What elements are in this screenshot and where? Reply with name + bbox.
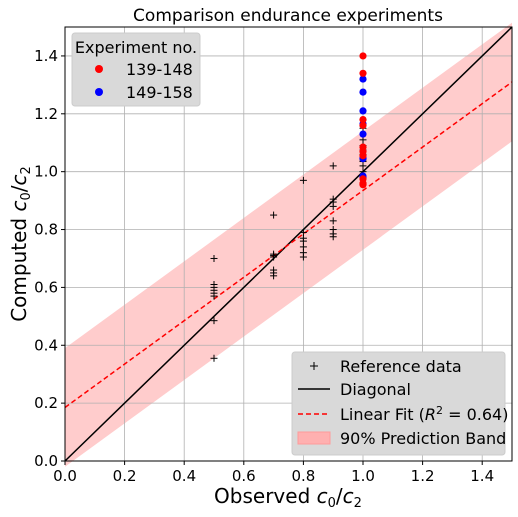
experiment-point-149-158 <box>359 130 367 138</box>
reference-point <box>329 202 337 210</box>
y-tick-label: 1.2 <box>34 105 58 123</box>
x-tick-label: 0.0 <box>53 467 77 485</box>
legend-marker-band <box>297 431 331 445</box>
linear-fit-line <box>64 81 513 409</box>
reference-point <box>329 217 337 225</box>
reference-point <box>270 211 278 219</box>
experiment-point-139-148 <box>359 69 367 77</box>
x-axis-label: Observed c0/c2 <box>214 484 362 511</box>
y-tick-label: 0.4 <box>34 336 58 354</box>
legend-label-139-148: 139-148 <box>126 60 193 79</box>
reference-point <box>299 176 307 184</box>
y-tick-label: 0.2 <box>34 394 58 412</box>
reference-point <box>210 317 218 325</box>
tick-layer: 0.0 0.2 0.4 0.6 0.8 1.0 1.2 1.4 0.0 0.2 0.4 0.6 0.8 1… <box>34 47 494 485</box>
experiment-point-139-148 <box>359 121 367 129</box>
legend-marker-149-158 <box>95 88 103 96</box>
experiment-legend: Experiment no. 139-148 149-158 <box>71 32 201 107</box>
experiment-point-139-148 <box>359 52 367 60</box>
experiment-point-139-148 <box>359 115 367 124</box>
y-tick-label: 0.8 <box>34 221 58 239</box>
legend-marker-139-148 <box>95 65 103 73</box>
x-tick-label: 1.4 <box>470 467 494 485</box>
y-tick-label: 0.6 <box>34 278 58 296</box>
legend-label-band: 90% Prediction Band <box>340 429 506 448</box>
x-tick-label: 1.0 <box>351 467 375 485</box>
experiment-point-139-148 <box>359 181 367 189</box>
y-tick-label: 0.0 <box>34 452 58 470</box>
legend-label-reference: Reference data <box>340 357 462 376</box>
legend-label-diagonal: Diagonal <box>340 380 411 399</box>
chart-title: Comparison endurance experiments <box>133 6 443 26</box>
point-layer <box>210 52 367 362</box>
legend-marker-reference <box>310 362 318 370</box>
plot-frame <box>64 26 513 462</box>
y-axis-label: Computed c0/c2 <box>7 166 34 322</box>
series-legend-box <box>291 351 506 456</box>
x-tick-label: 0.8 <box>291 467 315 485</box>
reference-point <box>329 162 337 170</box>
reference-point <box>299 253 307 261</box>
x-tick-label: 0.6 <box>232 467 256 485</box>
legend-label-149-158: 149-158 <box>126 83 193 102</box>
plot-area <box>64 22 513 467</box>
experiment-point-149-158 <box>359 88 367 96</box>
x-tick-label: 1.2 <box>411 467 435 485</box>
x-tick-label: 0.4 <box>172 467 196 485</box>
experiment-point-149-158 <box>359 107 367 115</box>
reference-point <box>210 292 218 300</box>
y-tick-label: 1.0 <box>34 163 58 181</box>
x-tick-label: 0.2 <box>113 467 137 485</box>
line-layer <box>64 26 513 462</box>
reference-point <box>270 253 278 261</box>
reference-point <box>210 354 218 362</box>
series-legend: Reference data Diagonal Linear Fit (R2 =… <box>291 351 508 456</box>
reference-point <box>270 272 278 280</box>
reference-point <box>210 254 218 262</box>
reference-point <box>329 233 337 241</box>
experiment-legend-title: Experiment no. <box>75 38 197 57</box>
experiment-point-149-158 <box>359 75 367 83</box>
y-tick-label: 1.4 <box>34 47 58 65</box>
experiment-legend-box <box>71 32 201 107</box>
legend-label-fit: Linear Fit (R2 = 0.64) <box>340 404 508 424</box>
experiment-point-139-148 <box>359 152 367 160</box>
